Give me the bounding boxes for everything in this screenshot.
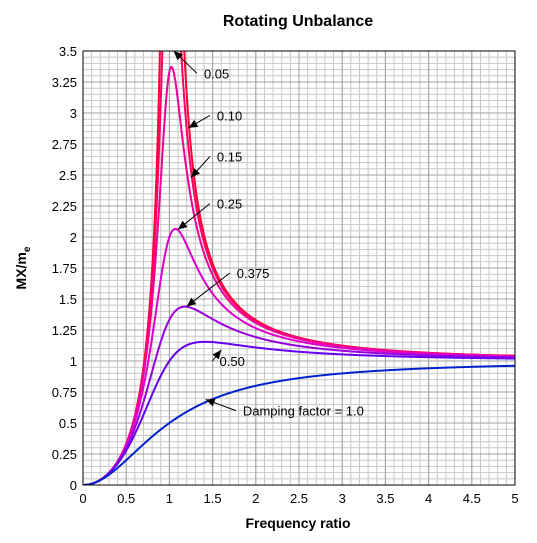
series-line-zeta-1 — [83, 364, 515, 485]
annotation-arrowhead — [173, 51, 183, 61]
x-tick-label: 3 — [339, 491, 346, 506]
annotation-label: 0.10 — [217, 108, 242, 123]
svg-text:MX/me: MX/me — [13, 246, 33, 289]
annotation-label: 0.15 — [217, 149, 242, 164]
x-axis-label: Frequency ratio — [245, 515, 350, 531]
x-tick-label: 2.5 — [290, 491, 308, 506]
x-tick-label: 5 — [511, 491, 518, 506]
x-tick-label: 1.5 — [204, 491, 222, 506]
annotation-leader — [186, 272, 231, 307]
x-tick-label: 2 — [252, 491, 259, 506]
x-tick-label: 3.5 — [376, 491, 394, 506]
x-tick-label: 0 — [79, 491, 86, 506]
x-tick-label: 1 — [166, 491, 173, 506]
y-tick-label: 3.5 — [59, 44, 77, 59]
chart-title: Rotating Unbalance — [223, 13, 373, 30]
annotation-arrowhead — [188, 119, 199, 128]
annotation-label: 0.25 — [217, 197, 242, 212]
y-tick-label: 0.75 — [52, 385, 77, 400]
annotation-arrowhead — [191, 168, 200, 178]
y-tick-label: 1 — [70, 354, 77, 369]
series-line-zeta-0_25 — [83, 227, 515, 485]
y-tick-label: 2.5 — [59, 168, 77, 183]
y-axis-label-main: MX/m — [13, 252, 29, 289]
y-tick-label: 0.25 — [52, 447, 77, 462]
annotation-label: 0.375 — [237, 266, 270, 281]
y-tick-label: 2.25 — [52, 199, 77, 214]
axes: 0 0.5 1 1.5 2 2.5 3 3.5 4 4.5 5 0 0.25 0.5 0.75 1 1.25 1.… — [52, 44, 519, 506]
y-tick-label: 3.25 — [52, 75, 77, 90]
series-line-zeta-0_375 — [83, 305, 515, 485]
y-tick-label: 1.25 — [52, 323, 77, 338]
y-axis-label: MX/me — [13, 246, 33, 289]
plot-area — [83, 51, 515, 485]
x-tick-label: 4.5 — [463, 491, 481, 506]
y-tick-label: 0.5 — [59, 416, 77, 431]
annotation-label: 0.05 — [204, 66, 229, 81]
plot-frame — [82, 50, 516, 486]
annotation-label: Damping factor = 1.0 — [243, 404, 364, 419]
y-tick-label: 0 — [70, 478, 77, 493]
y-tick-label: 2 — [70, 230, 77, 245]
x-tick-label: 0.5 — [117, 491, 135, 506]
x-tick-label: 4 — [425, 491, 432, 506]
annotation-label: 0.50 — [220, 354, 245, 369]
y-axis-label-sub: e — [22, 246, 33, 252]
y-tick-label: 3 — [70, 106, 77, 121]
annotation-arrowhead — [205, 398, 216, 407]
y-tick-label: 1.5 — [59, 292, 77, 307]
grid — [82, 50, 516, 486]
y-tick-label: 1.75 — [52, 261, 77, 276]
series-line-zeta-0_5 — [83, 340, 515, 485]
annotation-arrowhead — [186, 297, 197, 307]
annotation-arrowhead — [178, 220, 188, 230]
annotation-arrowhead — [212, 349, 222, 360]
y-tick-label: 2.75 — [52, 137, 77, 152]
annotations: 0.05 0.10 0.15 0.25 0.375 0.50 Damping factor … — [173, 50, 364, 419]
